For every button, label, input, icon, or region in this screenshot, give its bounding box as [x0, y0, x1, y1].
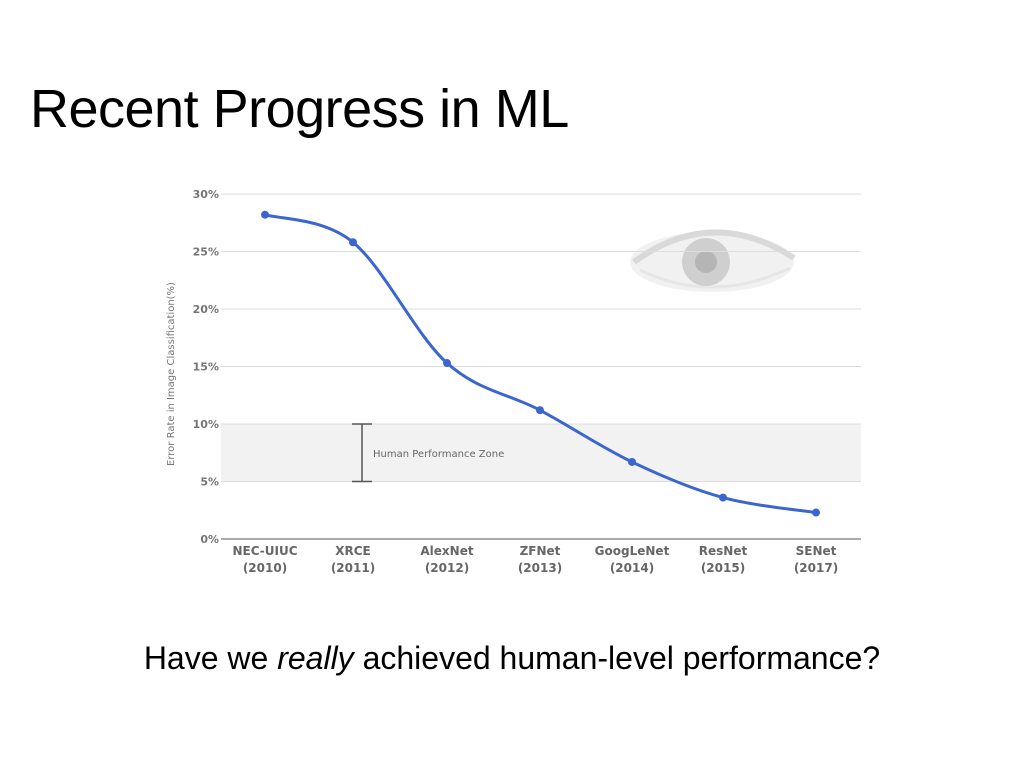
y-tick-label: 20% [193, 303, 219, 316]
data-point [536, 406, 544, 415]
x-category-year: (2012) [425, 561, 469, 575]
error-rate-chart: 0% 5% 10% 15% 20% 25% 30% Error Rate in Image C… [166, 188, 861, 575]
x-category-year: (2010) [243, 561, 287, 575]
x-category-label: GoogLeNet [595, 544, 670, 558]
y-tick-label: 30% [193, 188, 219, 201]
x-category-label: SENet [796, 544, 837, 558]
x-category-label: ZFNet [520, 544, 561, 558]
data-point [261, 210, 269, 219]
eye-image [630, 229, 796, 292]
slide-title: Recent Progress in ML [30, 79, 569, 139]
x-category-label: AlexNet [420, 544, 473, 558]
x-category-label: XRCE [335, 544, 371, 558]
data-point [628, 457, 636, 466]
data-point [719, 493, 727, 502]
y-tick-label: 15% [193, 361, 219, 374]
y-tick-label: 25% [193, 246, 219, 259]
data-point [349, 238, 357, 247]
eye-lower-lid [639, 266, 791, 289]
eye-upper-lid [632, 229, 796, 265]
x-category-label: NEC-UIUC [232, 544, 297, 558]
y-tick-label: 0% [200, 533, 219, 546]
data-point [443, 359, 451, 368]
x-category-year: (2014) [610, 561, 654, 575]
human-performance-zone [221, 424, 861, 482]
x-category-label: ResNet [699, 544, 748, 558]
x-category-year: (2013) [518, 561, 562, 575]
y-axis-title: Error Rate in Image Classification(%) [166, 282, 177, 466]
data-point [812, 508, 820, 517]
x-category-year: (2015) [701, 561, 745, 575]
eye-pupil [695, 251, 717, 273]
x-category-year: (2011) [331, 561, 375, 575]
y-tick-label: 10% [193, 418, 219, 431]
question-text-pre: Have we [143, 640, 278, 676]
closing-question: Have we really achieved human-level perf… [0, 640, 1024, 677]
question-text-emphasis: really [277, 640, 354, 676]
question-text-post: achieved human-level performance? [353, 640, 881, 676]
y-tick-label: 5% [200, 476, 219, 489]
x-category-year: (2017) [794, 561, 838, 575]
zone-label: Human Performance Zone [373, 449, 504, 460]
